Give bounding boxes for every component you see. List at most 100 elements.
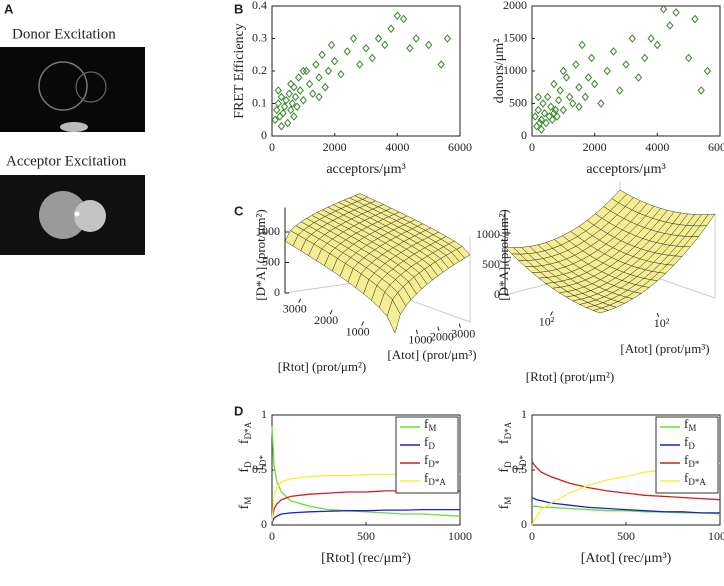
data-point <box>537 115 546 125</box>
y-axis-label: fM <box>497 497 513 510</box>
data-point <box>324 66 333 76</box>
data-point <box>309 89 317 99</box>
x-axis-label: acceptors/μm³ <box>586 162 665 177</box>
data-point <box>540 108 549 118</box>
data-point <box>584 73 593 82</box>
x-tick-label: 2000 <box>323 140 347 154</box>
x-tick-label: 0 <box>269 529 275 543</box>
panel-label: A <box>4 1 14 16</box>
data-point <box>296 86 304 95</box>
z-axis-label: [D*A] (prot/μm²) <box>253 209 268 300</box>
x-tick-label: 0 <box>529 140 535 154</box>
series-line <box>531 496 720 514</box>
x-tick-label: 6000 <box>448 140 472 154</box>
image-label: Acceptor Excitation <box>6 153 127 169</box>
x-tick-label: 1000 <box>448 529 472 543</box>
y-axis-label: fD <box>237 461 253 473</box>
y-tick-label: 3000 <box>283 301 307 315</box>
series-line <box>271 425 461 517</box>
data-point <box>575 102 583 112</box>
surface-patch <box>386 299 401 334</box>
data-point <box>387 24 395 34</box>
data-point <box>609 47 618 56</box>
z-tick-label: 1000 <box>476 227 500 241</box>
data-point <box>290 82 298 92</box>
y-axis-label: [Rtot] (prot/μm²) <box>526 369 615 384</box>
data-point <box>597 99 605 108</box>
data-point <box>274 99 282 108</box>
data-point <box>691 14 699 24</box>
y-tick-label: 1000 <box>346 324 370 338</box>
data-point <box>274 86 282 95</box>
data-point <box>569 99 577 108</box>
legend-label: fD <box>684 434 695 451</box>
data-point <box>565 92 574 102</box>
y-tick-label: 0.3 <box>252 30 267 44</box>
x-tick-label: 4000 <box>385 140 409 154</box>
data-point <box>591 79 599 89</box>
data-point <box>534 92 542 102</box>
x-tick-label: 1000 <box>408 333 432 347</box>
data-point <box>288 99 297 108</box>
x-tick-label: 2000 <box>430 329 454 343</box>
data-point <box>302 66 311 76</box>
data-point <box>315 73 323 82</box>
data-point <box>685 53 693 63</box>
data-point <box>443 34 452 43</box>
data-point <box>284 118 292 128</box>
data-point <box>622 60 630 69</box>
data-point <box>279 108 287 118</box>
data-point <box>349 34 358 43</box>
data-point <box>697 86 705 95</box>
x-tick-label: 3000 <box>451 326 475 340</box>
data-point <box>293 102 301 112</box>
x-tick-label: 4000 <box>645 140 669 154</box>
data-point <box>603 66 611 76</box>
y-tick-label: 0.2 <box>252 63 267 77</box>
data-point <box>271 115 279 125</box>
data-point <box>294 73 303 82</box>
data-point <box>285 89 293 99</box>
x-tick-label: 0 <box>529 529 535 543</box>
data-point <box>575 82 583 92</box>
data-point <box>287 105 295 115</box>
y-tick <box>298 298 302 303</box>
data-point <box>634 73 643 82</box>
z-tick-label: 500 <box>482 257 500 271</box>
box-edge <box>284 281 361 294</box>
x-tick-label: 2000 <box>583 140 607 154</box>
x-tick-label: 500 <box>617 529 635 543</box>
data-point <box>327 40 336 50</box>
data-point <box>703 66 712 76</box>
y-axis-label: fD <box>497 461 513 473</box>
data-point <box>551 105 560 115</box>
x-axis-label: [Atot] (rec/μm³) <box>581 551 672 566</box>
z-tick-label: 500 <box>262 254 280 268</box>
x-tick-label: 500 <box>357 529 375 543</box>
data-point <box>531 112 539 121</box>
data-point <box>544 92 552 102</box>
x-axis-label: acceptors/μm³ <box>326 162 405 177</box>
data-point <box>381 40 389 50</box>
x-axis-label: [Atot] (prot/μm³) <box>620 341 709 356</box>
data-point <box>653 40 661 50</box>
data-point <box>547 102 555 112</box>
data-point <box>616 86 624 95</box>
series-line <box>271 508 460 524</box>
data-point <box>556 86 564 95</box>
donor-image <box>0 47 145 132</box>
data-point <box>628 34 636 43</box>
acceptor-image <box>0 175 145 255</box>
y-axis-label: FRET Efficiency <box>232 23 247 119</box>
series-line <box>531 460 721 501</box>
data-point <box>290 112 298 121</box>
data-point <box>399 14 408 24</box>
panel-label: B <box>234 1 243 16</box>
y-tick-label: 0.5 <box>512 462 527 476</box>
x-tick-label: 6000 <box>708 140 724 154</box>
y-tick-label: 1500 <box>503 30 527 44</box>
y-axis-label: [Rtot] (prot/μm²) <box>278 359 367 374</box>
series-line <box>531 504 721 515</box>
